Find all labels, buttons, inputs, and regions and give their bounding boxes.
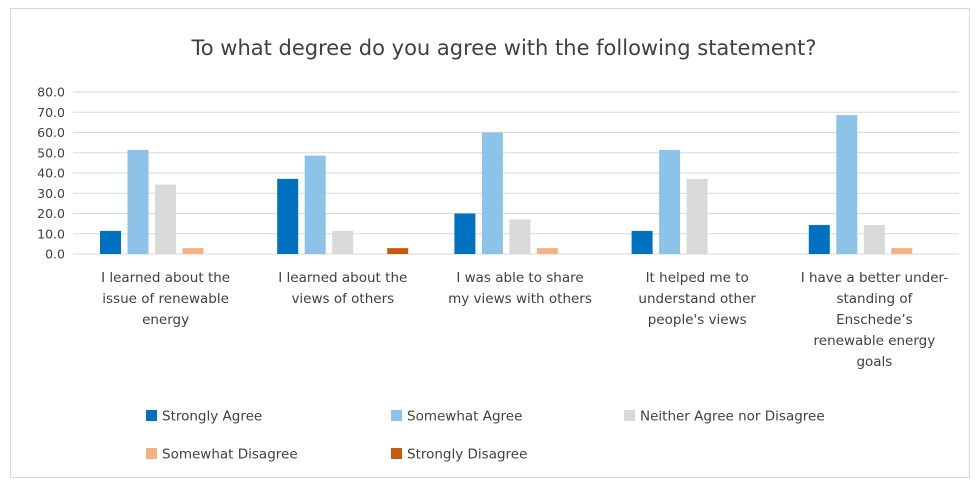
- category-label-line: energy: [142, 312, 189, 328]
- y-tick-label: 10.0: [37, 226, 65, 241]
- y-tick-label: 0.0: [45, 247, 65, 262]
- bar-strongly-disagree-1: [387, 248, 409, 254]
- bar-somewhat-disagree-0: [182, 248, 204, 254]
- gridlines: [73, 91, 959, 255]
- legend-swatch: [146, 448, 157, 459]
- legend-swatch: [391, 448, 402, 459]
- bar-somewhat-disagree-4: [891, 248, 913, 254]
- category-label-line: people's views: [648, 312, 747, 328]
- legend-item: Somewhat Agree: [391, 409, 522, 425]
- category-label-line: I learned about the: [278, 270, 407, 286]
- category-label-line: goals: [856, 354, 892, 370]
- category-label: I have a better under-standing of Ensched…: [801, 270, 949, 370]
- y-tick-label: 70.0: [37, 105, 65, 120]
- legend-label: Neither Agree nor Disagree: [640, 409, 825, 425]
- bar-somewhat-disagree-2: [536, 248, 558, 254]
- y-tick-label: 40.0: [37, 166, 65, 181]
- y-tick-label: 50.0: [37, 145, 65, 160]
- bar-neither-agree-nor-disagree-3: [686, 178, 708, 254]
- bar-somewhat-agree-1: [304, 155, 326, 254]
- category-label-line: I was able to share: [456, 270, 583, 286]
- y-tick-label: 60.0: [37, 125, 65, 140]
- category-label-line: my views with others: [448, 291, 592, 307]
- category-label-line: renewable energy: [814, 333, 936, 349]
- legend-label: Strongly Agree: [162, 409, 262, 425]
- bar-neither-agree-nor-disagree-1: [332, 230, 354, 254]
- category-label-line: understand other: [638, 291, 756, 307]
- legend-label: Somewhat Disagree: [162, 447, 298, 463]
- bar-neither-agree-nor-disagree-2: [509, 219, 531, 254]
- chart-title: To what degree do you agree with the fol…: [190, 36, 816, 60]
- chart-frame: To what degree do you agree with the fol…: [10, 8, 970, 478]
- y-tick-label: 20.0: [37, 206, 65, 221]
- category-label-line: I have a better under-: [801, 270, 949, 286]
- legend-item: Neither Agree nor Disagree: [624, 409, 825, 425]
- legend: Strongly Agree Somewhat Agree Neither Agre…: [146, 409, 825, 463]
- category-label-line: I learned about the: [101, 270, 230, 286]
- bars: [100, 115, 913, 255]
- bar-chart: To what degree do you agree with the fol…: [37, 36, 959, 463]
- legend-swatch: [146, 410, 157, 421]
- category-label: I learned about the views of others: [278, 270, 407, 307]
- bar-somewhat-agree-0: [127, 149, 149, 254]
- category-label-line: issue of renewable: [102, 291, 229, 307]
- legend-swatch: [624, 410, 635, 421]
- bar-somewhat-agree-4: [836, 115, 858, 255]
- bar-strongly-agree-0: [100, 230, 121, 254]
- bar-strongly-agree-4: [808, 225, 830, 254]
- legend-label: Somewhat Agree: [407, 409, 522, 425]
- bar-somewhat-agree-2: [481, 132, 503, 254]
- legend-item: Somewhat Disagree: [146, 447, 298, 463]
- category-label-line: views of others: [291, 291, 394, 307]
- category-label: I learned about the issue of renewable ene…: [101, 270, 230, 328]
- bar-somewhat-agree-3: [659, 149, 681, 254]
- legend-item: Strongly Disagree: [391, 447, 527, 463]
- category-label-line: It helped me to: [646, 270, 749, 286]
- category-label: It helped me to understand other people's …: [638, 270, 756, 328]
- legend-item: Strongly Agree: [146, 409, 262, 425]
- bar-neither-agree-nor-disagree-4: [863, 225, 885, 254]
- bar-strongly-agree-1: [277, 178, 299, 254]
- legend-swatch: [391, 410, 402, 421]
- bar-strongly-agree-3: [631, 230, 653, 254]
- labels: To what degree do you agree with the fol…: [37, 36, 948, 370]
- legend-label: Strongly Disagree: [407, 447, 527, 463]
- bar-neither-agree-nor-disagree-0: [155, 184, 176, 254]
- y-tick-label: 30.0: [37, 186, 65, 201]
- bar-strongly-agree-2: [454, 213, 476, 254]
- category-label-line: Enschede’s: [836, 312, 913, 328]
- category-label-line: standing of: [836, 291, 913, 307]
- category-label: I was able to share my views with others: [448, 270, 592, 307]
- y-tick-label: 80.0: [37, 85, 65, 100]
